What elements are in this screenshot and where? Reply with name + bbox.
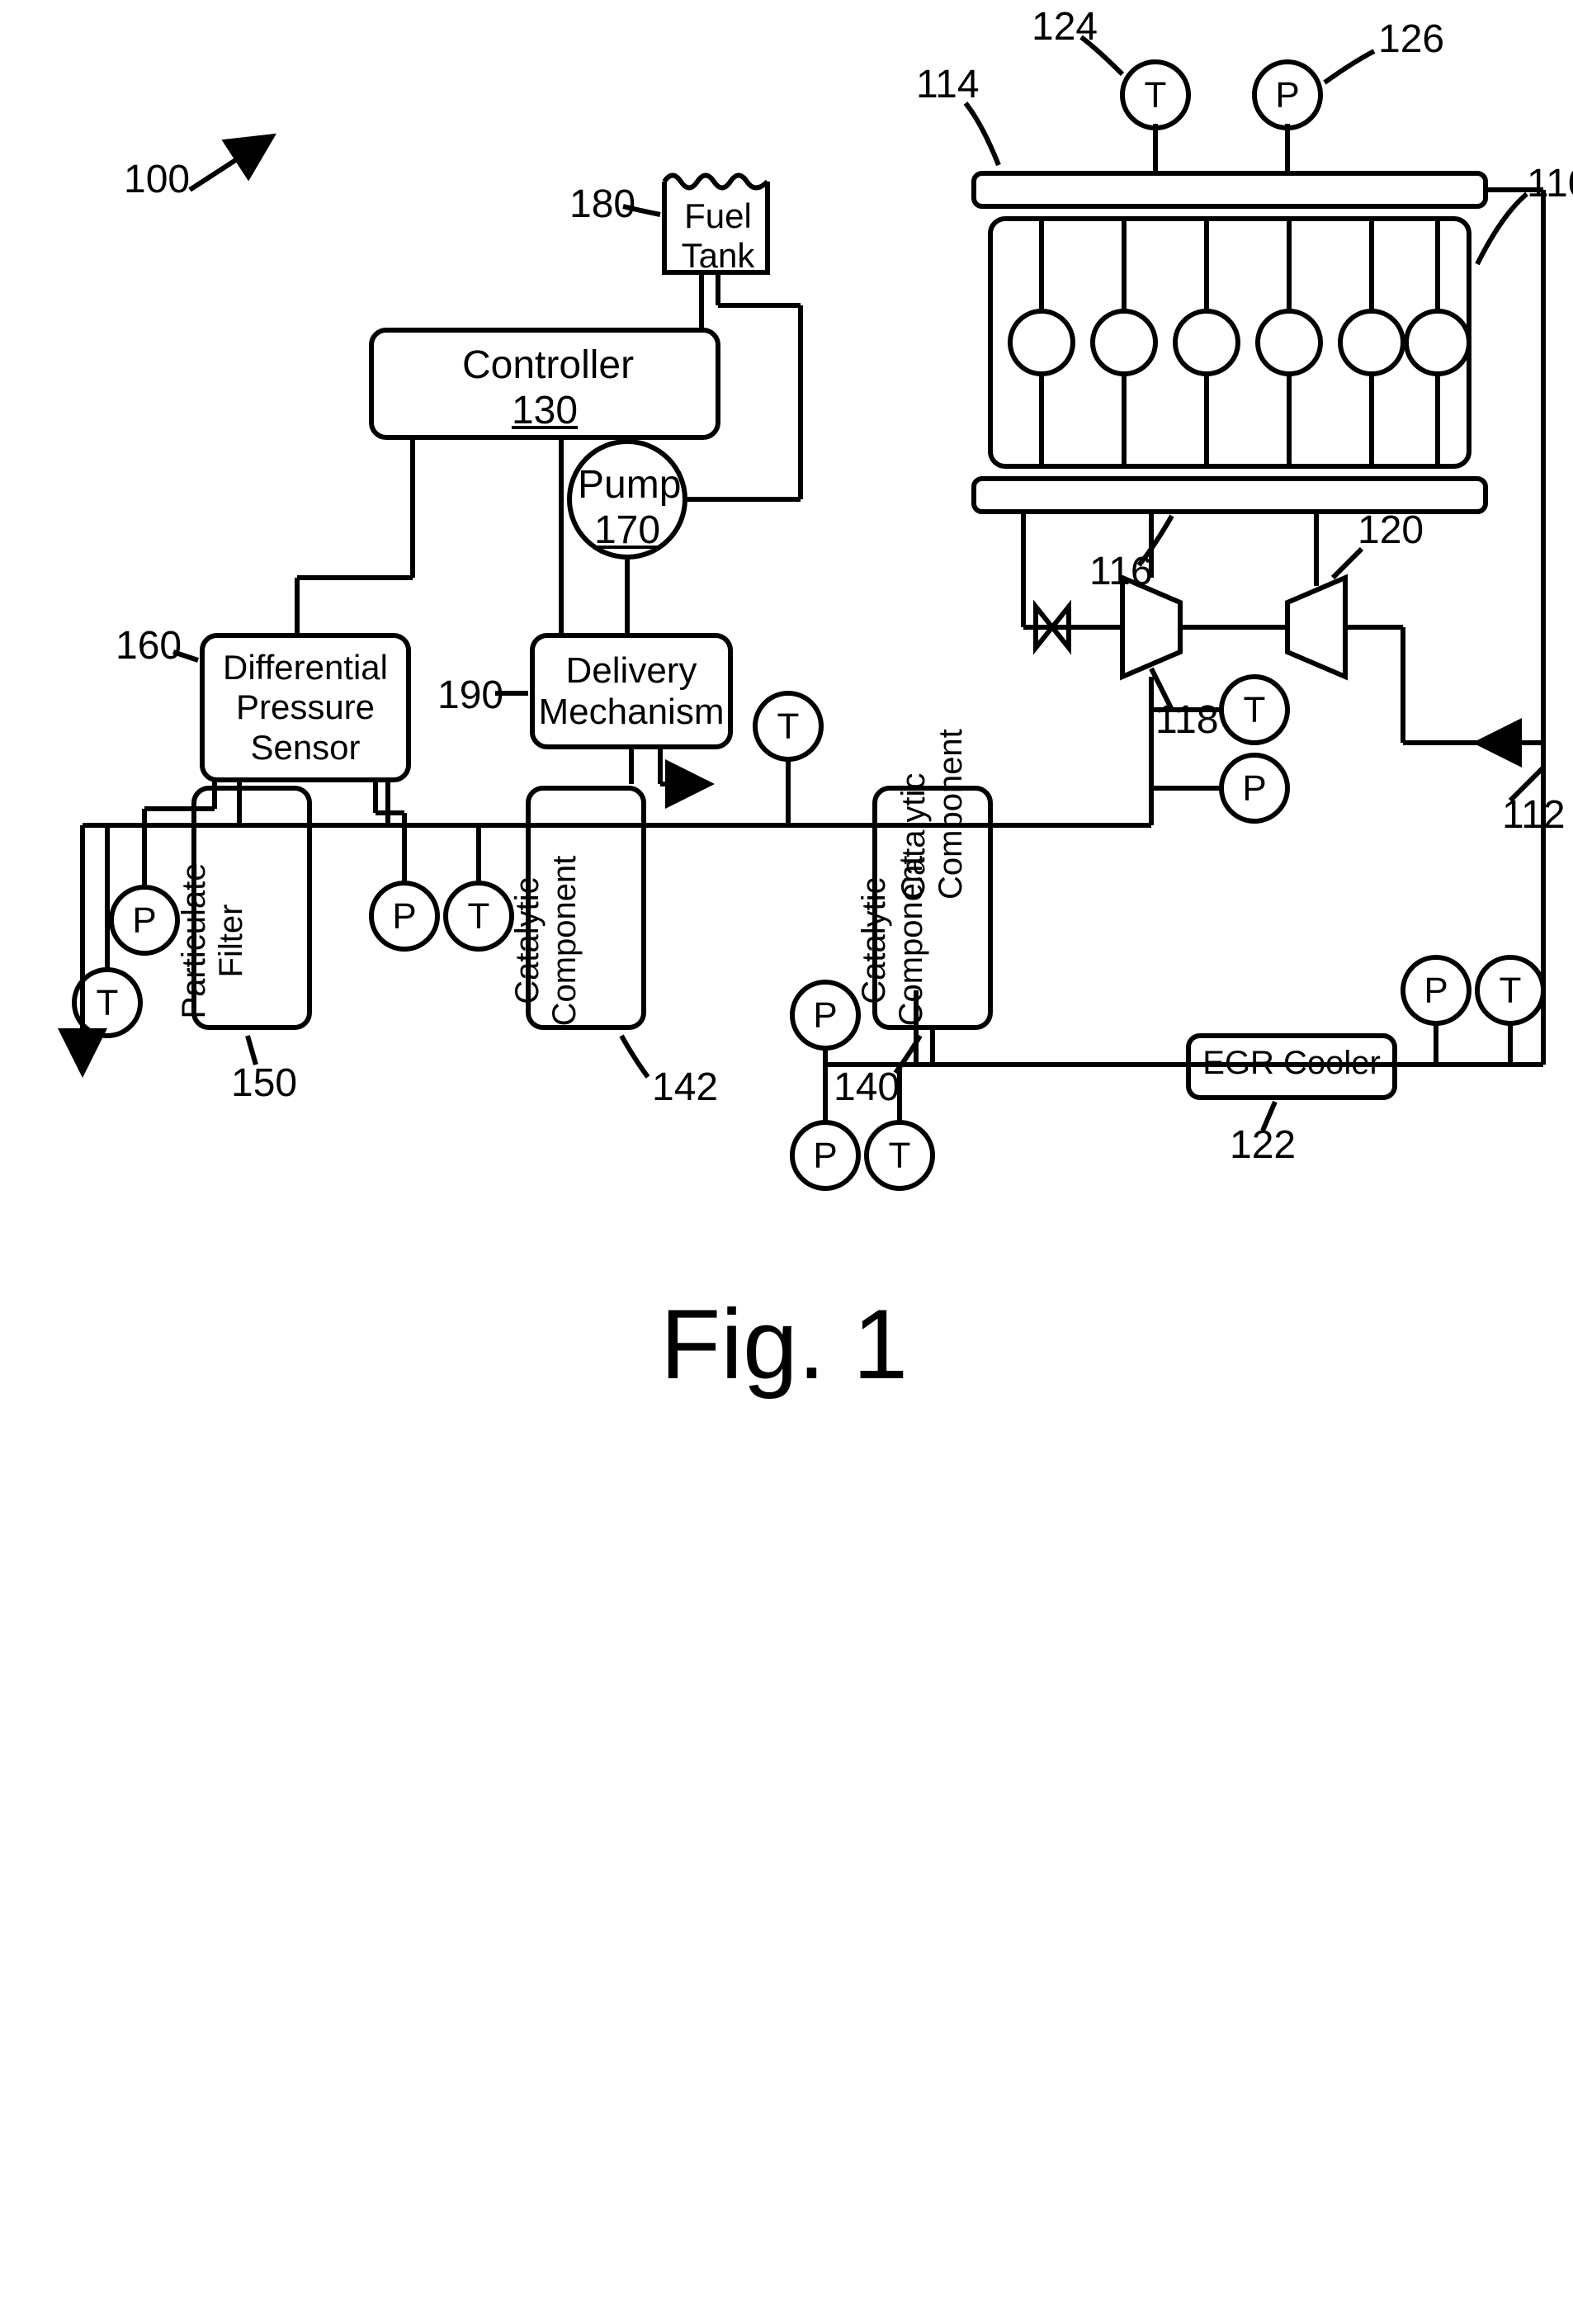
svg-text:T: T xyxy=(1244,690,1266,730)
ref-110: 110 xyxy=(1527,161,1573,206)
svg-text:T: T xyxy=(97,983,119,1023)
fuel-tank-label: Fuel Tank xyxy=(677,196,759,276)
svg-text:T: T xyxy=(1500,971,1522,1011)
figure-caption: Fig. 1 xyxy=(660,1287,908,1401)
controller-label: Controller 130 xyxy=(462,342,627,433)
intake-p-glyph: P xyxy=(1275,75,1299,116)
ref-120: 120 xyxy=(1358,508,1424,553)
ref-150: 150 xyxy=(231,1060,297,1106)
ref-160: 160 xyxy=(116,623,182,668)
diagram-svg: T P T P T P T P T P P T P T xyxy=(0,0,1573,2324)
ref-100: 100 xyxy=(124,157,190,202)
svg-text:P: P xyxy=(813,995,837,1036)
svg-text:T: T xyxy=(889,1136,911,1176)
catalytic2-vlabel: Catalytic Component xyxy=(509,834,583,1048)
diagram-page: T P T P T P T P T P P T P T 100 110 112 … xyxy=(0,0,1573,2324)
ref-190: 190 xyxy=(437,673,503,718)
ref-118: 118 xyxy=(1155,697,1219,743)
intake-t-glyph: T xyxy=(1145,75,1167,116)
ref-116: 116 xyxy=(1089,549,1153,594)
svg-text:T: T xyxy=(777,706,800,747)
ref-124: 124 xyxy=(1032,4,1098,50)
ref-140: 140 xyxy=(834,1065,900,1110)
ref-180: 180 xyxy=(569,182,635,227)
dps-label: Differential Pressure Sensor xyxy=(206,648,404,768)
ref-142: 142 xyxy=(652,1065,718,1110)
svg-text:P: P xyxy=(1242,768,1266,809)
ref-114: 114 xyxy=(916,62,980,107)
svg-text:T: T xyxy=(468,896,490,937)
svg-text:P: P xyxy=(392,896,416,937)
catalytic1-vlabel: Catalytic Component xyxy=(856,834,930,1048)
egr-label: EGR Cooler xyxy=(1201,1045,1382,1082)
svg-text:P: P xyxy=(1424,971,1448,1011)
pump-label: Pump 170 xyxy=(578,462,677,553)
svg-text:P: P xyxy=(813,1136,837,1176)
svg-text:P: P xyxy=(132,900,156,941)
ref-112: 112 xyxy=(1502,792,1566,838)
delivery-label: Delivery Mechanism xyxy=(536,650,726,733)
pf-vlabel: Particulate Filter xyxy=(176,834,250,1048)
ref-122: 122 xyxy=(1230,1122,1296,1168)
ref-126: 126 xyxy=(1378,17,1444,62)
